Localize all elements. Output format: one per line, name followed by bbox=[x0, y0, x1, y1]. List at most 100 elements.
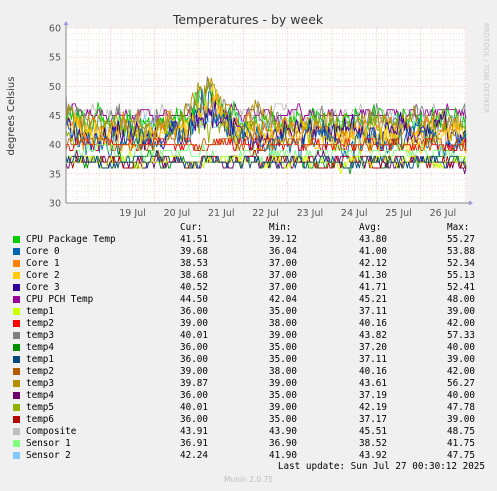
y-tick-label: 55 bbox=[49, 53, 61, 64]
min-value: 37.00 bbox=[269, 282, 297, 293]
legend-swatch bbox=[13, 272, 20, 279]
cur-value: 36.00 bbox=[180, 354, 208, 365]
avg-value: 43.82 bbox=[359, 330, 387, 341]
min-value: 38.00 bbox=[269, 318, 297, 329]
y-axis-label: degrees Celsius bbox=[6, 77, 17, 156]
cur-value: 39.00 bbox=[180, 366, 208, 377]
max-value: 55.13 bbox=[447, 270, 475, 281]
avg-value: 42.19 bbox=[359, 402, 387, 413]
series-name: CPU Package Temp bbox=[26, 234, 116, 245]
min-value: 35.00 bbox=[269, 342, 297, 353]
cur-value: 39.68 bbox=[180, 246, 208, 257]
max-value: 55.27 bbox=[447, 234, 475, 245]
series-name: Composite bbox=[26, 426, 77, 437]
last-update: Last update: Sun Jul 27 00:30:12 2025 bbox=[277, 461, 485, 472]
legend-swatch bbox=[13, 284, 20, 291]
y-tick-label: 40 bbox=[49, 140, 61, 151]
avg-value: 45.51 bbox=[359, 426, 387, 437]
cur-value: 36.00 bbox=[180, 390, 208, 401]
y-tick-label: 45 bbox=[49, 111, 61, 122]
axes bbox=[63, 21, 473, 206]
min-value: 39.00 bbox=[269, 378, 297, 389]
max-value: 48.00 bbox=[447, 294, 475, 305]
cur-value: 39.87 bbox=[180, 378, 208, 389]
y-tick-label: 50 bbox=[49, 82, 61, 93]
min-value: 35.00 bbox=[269, 306, 297, 317]
cur-value: 38.53 bbox=[180, 258, 208, 269]
legend-row: Core 3 40.52 37.00 41.71 52.41 bbox=[10, 282, 490, 294]
series-name: temp4 bbox=[26, 342, 54, 353]
legend-swatch bbox=[13, 452, 20, 459]
avg-value: 37.11 bbox=[359, 354, 387, 365]
legend-swatch bbox=[13, 392, 20, 399]
legend-row: temp5 40.01 39.00 42.19 47.78 bbox=[10, 402, 490, 414]
max-value: 53.88 bbox=[447, 246, 475, 257]
legend-swatch bbox=[13, 320, 20, 327]
legend-row: Core 1 38.53 37.00 42.12 52.34 bbox=[10, 258, 490, 270]
cur-value: 40.01 bbox=[180, 402, 208, 413]
min-value: 35.00 bbox=[269, 354, 297, 365]
max-value: 47.75 bbox=[447, 450, 475, 461]
max-value: 57.33 bbox=[447, 330, 475, 341]
max-value: 40.00 bbox=[447, 390, 475, 401]
series-line bbox=[65, 132, 466, 151]
legend-row: Sensor 2 42.24 41.90 43.92 47.75 bbox=[10, 450, 490, 462]
min-value: 38.00 bbox=[269, 366, 297, 377]
series-name: temp3 bbox=[26, 378, 54, 389]
max-value: 39.00 bbox=[447, 414, 475, 425]
series-name: Core 2 bbox=[26, 270, 60, 281]
legend-row: Composite 43.91 43.90 45.51 48.75 bbox=[10, 426, 490, 438]
legend-row: CPU Package Temp 41.51 39.12 43.80 55.27 bbox=[10, 234, 490, 246]
avg-value: 37.17 bbox=[359, 414, 387, 425]
min-value: 39.12 bbox=[269, 234, 297, 245]
max-value: 40.00 bbox=[447, 342, 475, 353]
series-name: temp1 bbox=[26, 354, 54, 365]
chart-title: Temperatures - by week bbox=[172, 12, 324, 27]
legend-row: temp4 36.00 35.00 37.19 40.00 bbox=[10, 390, 490, 402]
cur-value: 39.00 bbox=[180, 318, 208, 329]
avg-value: 37.11 bbox=[359, 306, 387, 317]
col-cur-header: Cur: bbox=[180, 222, 203, 233]
legend-row: temp2 39.00 38.00 40.16 42.00 bbox=[10, 318, 490, 330]
legend-row: temp1 36.00 35.00 37.11 39.00 bbox=[10, 354, 490, 366]
series-name: temp2 bbox=[26, 318, 54, 329]
series-name: temp5 bbox=[26, 402, 54, 413]
legend-table: Cur: Min: Avg: Max: CPU Package Temp 41.5… bbox=[10, 222, 490, 462]
max-value: 39.00 bbox=[447, 306, 475, 317]
y-tick-label: 35 bbox=[49, 169, 61, 180]
avg-value: 41.30 bbox=[359, 270, 387, 281]
series-name: CPU PCH Temp bbox=[26, 294, 94, 305]
min-value: 36.04 bbox=[269, 246, 297, 257]
max-value: 47.78 bbox=[447, 402, 475, 413]
series-name: temp1 bbox=[26, 306, 54, 317]
avg-value: 38.52 bbox=[359, 438, 387, 449]
series-line bbox=[65, 76, 467, 147]
y-axis-arrow bbox=[63, 21, 69, 25]
legend-swatch bbox=[13, 440, 20, 447]
y-tick-labels: 30 35 40 45 50 55 60 bbox=[49, 24, 61, 210]
cur-value: 40.01 bbox=[180, 330, 208, 341]
avg-value: 42.12 bbox=[359, 258, 387, 269]
x-tick-label: 21 Jul bbox=[208, 208, 235, 219]
min-value: 35.00 bbox=[269, 414, 297, 425]
max-value: 56.27 bbox=[447, 378, 475, 389]
avg-value: 41.71 bbox=[359, 282, 387, 293]
legend-swatch bbox=[13, 332, 20, 339]
legend-swatch bbox=[13, 308, 20, 315]
min-value: 37.00 bbox=[269, 258, 297, 269]
avg-value: 40.16 bbox=[359, 366, 387, 377]
x-axis-arrow bbox=[469, 200, 473, 206]
legend-swatch bbox=[13, 356, 20, 363]
rrdtool-watermark: RRDTOOL / TOBI OETIKER bbox=[482, 23, 490, 113]
min-value: 35.00 bbox=[269, 390, 297, 401]
y-tick-label: 60 bbox=[49, 24, 61, 35]
legend-row: temp3 40.01 39.00 43.82 57.33 bbox=[10, 330, 490, 342]
legend-row: temp6 36.00 35.00 37.17 39.00 bbox=[10, 414, 490, 426]
legend-row: Sensor 1 36.91 36.90 38.52 41.75 bbox=[10, 438, 490, 450]
avg-value: 40.16 bbox=[359, 318, 387, 329]
col-max-header: Max: bbox=[447, 222, 470, 233]
series-name: temp3 bbox=[26, 330, 54, 341]
avg-value: 37.20 bbox=[359, 342, 387, 353]
series-name: temp6 bbox=[26, 414, 54, 425]
legend-swatch bbox=[13, 404, 20, 411]
